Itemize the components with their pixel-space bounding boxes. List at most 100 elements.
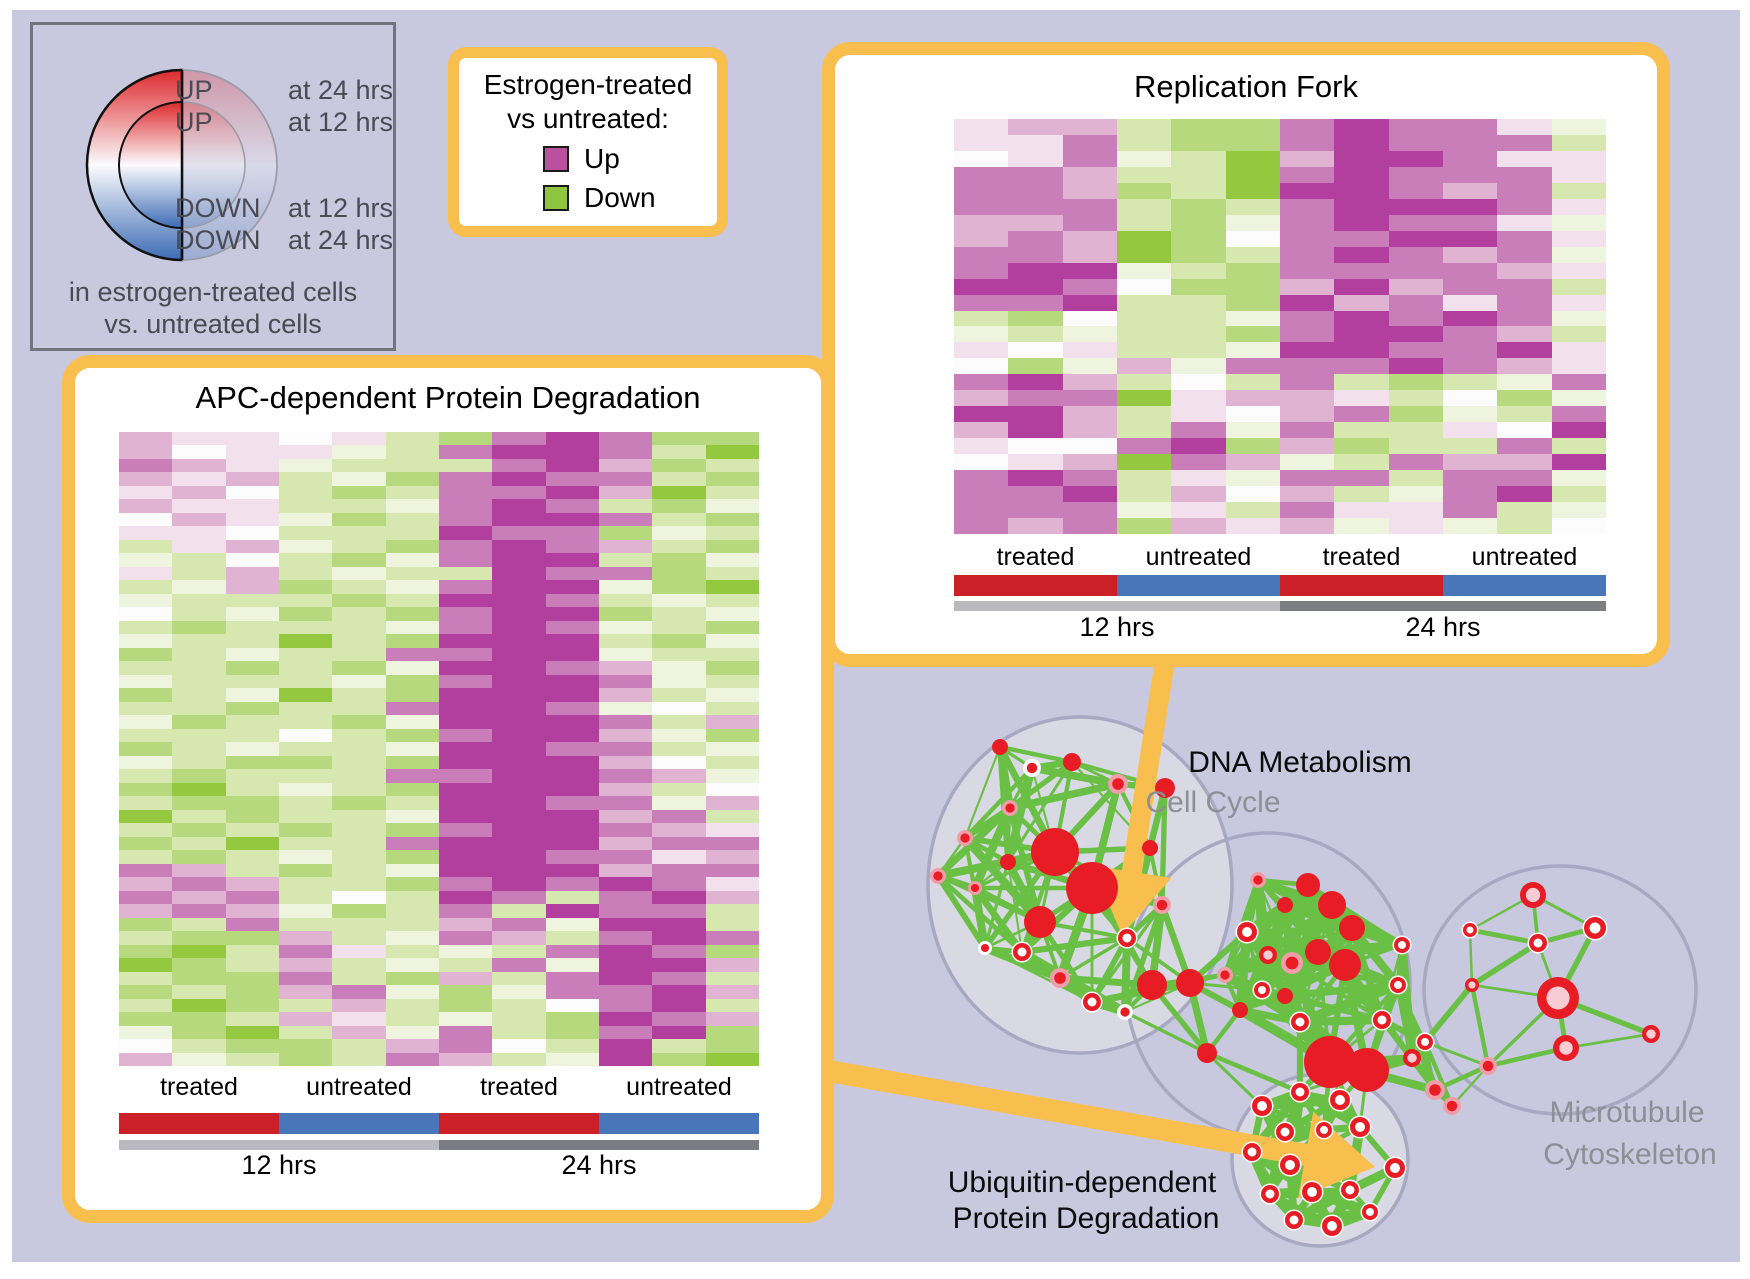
heatmap-cell (1171, 150, 1226, 167)
heatmap-cell (1388, 214, 1443, 231)
gene-node-ringWhite (1533, 938, 1543, 948)
heatmap-cell (332, 688, 386, 702)
heatmap-cell (954, 198, 1009, 215)
heatmap-cell (1551, 342, 1606, 359)
heatmap-cell (438, 661, 493, 675)
heatmap-cell (1225, 214, 1280, 231)
cluster-label: Microtubule (1549, 1096, 1704, 1129)
heatmap-cell (278, 917, 333, 932)
heatmap-cell (119, 904, 173, 918)
heatmap-cell (278, 985, 333, 999)
heatmap-cell (278, 512, 333, 527)
heatmap-cell (119, 931, 173, 945)
heatmap-cell (1551, 454, 1606, 471)
gene-node-solid (1304, 1036, 1356, 1088)
heatmap-cell (1388, 454, 1443, 471)
heatmap-cell (332, 782, 386, 797)
heatmap-cell (705, 485, 759, 500)
heatmap-cell (652, 755, 706, 770)
heatmap-cell (332, 985, 386, 999)
heatmap-cell (172, 458, 226, 473)
heatmap-cell (119, 958, 173, 972)
heatmap-cell (278, 944, 333, 959)
heatmap-cell (652, 944, 706, 959)
heatmap-cell (332, 647, 386, 662)
heatmap-cell (598, 1052, 653, 1066)
heatmap-cell (545, 809, 599, 824)
heatmap-cell (545, 607, 599, 621)
heatmap-cell (119, 998, 173, 1013)
heatmap-cell (652, 769, 706, 783)
heatmap-cell (705, 593, 759, 608)
heatmap-cell (332, 958, 386, 972)
network-edge (1021, 934, 1128, 956)
heatmap-cell (652, 607, 706, 621)
heatmap-cell (598, 1025, 653, 1040)
heatmap-cell (492, 620, 546, 635)
heatmap-cell (492, 1025, 546, 1040)
heatmap-cell (332, 823, 386, 837)
heatmap-cell (1062, 502, 1117, 519)
heatmap-cell (438, 823, 493, 837)
heatmap-cell (332, 863, 386, 878)
heatmap-cell (1388, 326, 1443, 343)
heatmap-cell (1008, 230, 1063, 247)
heatmap-cell (278, 715, 333, 729)
heatmap-cell (545, 1052, 599, 1066)
timepoint-bar (439, 1140, 759, 1150)
heatmap-cell (172, 971, 226, 986)
heatmap-cell (1279, 518, 1335, 534)
heatmap-cell (705, 904, 759, 918)
heatmap-cell (598, 823, 653, 837)
gene-node-haloPink (960, 833, 970, 843)
heatmap-cell (1497, 470, 1552, 487)
heatmap-cell (225, 701, 279, 716)
ring-time-label: at 12 hrs (287, 193, 393, 223)
condition-label: untreated (1145, 543, 1252, 571)
heatmap-cell (705, 539, 759, 554)
timepoint-label: 24 hrs (561, 1150, 637, 1180)
heatmap-cell (1171, 486, 1226, 503)
ring-legend-caption-line2: vs. untreated cells (104, 309, 322, 339)
heatmap-cell (278, 782, 333, 797)
heatmap-cell (385, 998, 439, 1013)
gene-node-ringWhite (1289, 1215, 1299, 1225)
heatmap-cell (172, 890, 226, 905)
heatmap-cell (705, 769, 759, 783)
heatmap-cell (438, 728, 493, 743)
network-edge (935, 874, 988, 950)
heatmap-cell (598, 701, 653, 716)
heatmap-cell (652, 985, 706, 999)
heatmap-cell (438, 850, 493, 864)
heatmap-cell (172, 445, 226, 459)
heatmap-cell (598, 877, 653, 891)
heatmap-cell (1551, 406, 1606, 423)
heatmap-cell (1442, 326, 1498, 343)
replication-fork-title: Replication Fork (1134, 69, 1358, 104)
gene-node-haloPink (1285, 956, 1299, 970)
heatmap-cell (119, 445, 173, 459)
heatmap-cell (119, 1012, 173, 1026)
heatmap-cell (225, 688, 279, 702)
ring-time-label: at 12 hrs (287, 107, 393, 137)
heatmap-cell (652, 526, 706, 540)
network-edge (1469, 984, 1491, 1067)
heatmap-cell (1334, 310, 1389, 327)
heatmap-cell (598, 715, 653, 729)
heatmap-cell (1497, 374, 1552, 391)
heatmap-cell (438, 512, 493, 527)
gene-node-ringWhite (1377, 1015, 1387, 1025)
heatmap-cell (438, 607, 493, 621)
heatmap-cell (119, 1039, 173, 1053)
heatmap-cell (1225, 438, 1280, 455)
heatmap-cell (1497, 358, 1552, 375)
heatmap-cell (1062, 198, 1117, 215)
heatmap-cell (492, 539, 546, 554)
heatmap-cell (1442, 166, 1498, 183)
heatmap-cell (1497, 326, 1552, 343)
heatmap-cell (225, 877, 279, 891)
heatmap-cell (598, 782, 653, 797)
heatmap-cell (1279, 406, 1335, 423)
cluster-label: DNA Metabolism (1188, 746, 1411, 779)
ring-legend-row: DOWN at 12 hrs (175, 193, 393, 224)
